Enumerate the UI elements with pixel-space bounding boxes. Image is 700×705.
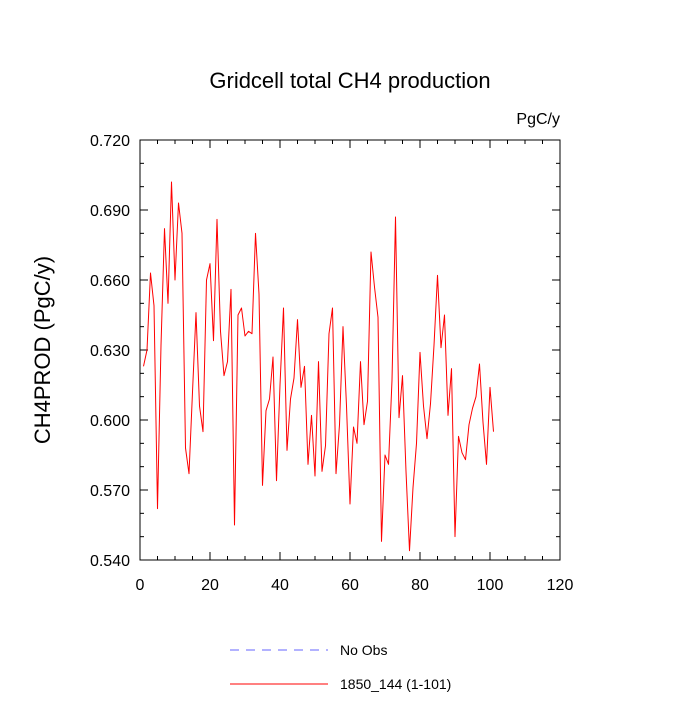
x-tick-label: 0	[136, 577, 145, 594]
y-axis-label: CH4PROD (PgC/y)	[30, 256, 55, 444]
x-tick-label: 40	[271, 577, 289, 594]
y-tick-label: 0.570	[90, 483, 130, 500]
y-tick-label: 0.690	[90, 203, 130, 220]
legend: No Obs 1850_144 (1-101)	[230, 642, 451, 692]
y-tick-label: 0.720	[90, 133, 130, 150]
x-tick-label: 100	[477, 577, 504, 594]
chart-units-label: PgC/y	[516, 111, 560, 128]
x-tick-label: 80	[411, 577, 429, 594]
x-tick-label: 20	[201, 577, 219, 594]
y-tick-label: 0.660	[90, 273, 130, 290]
y-tick-label: 0.540	[90, 553, 130, 570]
legend-label: No Obs	[340, 642, 387, 658]
chart-title: Gridcell total CH4 production	[209, 68, 490, 93]
y-tick-label: 0.630	[90, 343, 130, 360]
series-layer	[143, 181, 494, 552]
axes-layer: 0 20 40 60 80 100 120 0.540 0.570 0.600 0.630 0.660…	[90, 133, 573, 594]
legend-label: 1850_144 (1-101)	[340, 676, 451, 692]
x-tick-label: 60	[341, 577, 359, 594]
y-tick-label: 0.600	[90, 413, 130, 430]
series-line	[143, 181, 494, 552]
x-tick-label: 120	[547, 577, 574, 594]
